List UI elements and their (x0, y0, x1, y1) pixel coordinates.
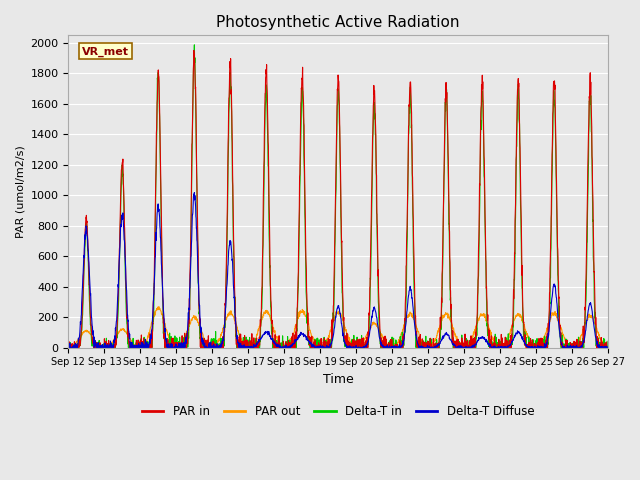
Line: PAR in: PAR in (68, 50, 608, 348)
PAR out (65, 345, 72, 350)
Y-axis label: PAR (umol/m2/s): PAR (umol/m2/s) (15, 145, 25, 238)
Delta-T Diffuse (354, 345, 362, 350)
Delta-T in (354, 345, 362, 350)
PAR out (495, 344, 503, 350)
Delta-T Diffuse (215, 343, 223, 348)
Delta-T in (191, 42, 198, 48)
Title: Photosynthetic Active Radiation: Photosynthetic Active Radiation (216, 15, 460, 30)
Text: VR_met: VR_met (82, 46, 129, 57)
Delta-T in (65, 345, 73, 350)
Delta-T Diffuse (557, 336, 564, 342)
Delta-T in (495, 337, 503, 343)
PAR out (354, 344, 362, 349)
Line: PAR out: PAR out (68, 307, 608, 348)
PAR in (604, 345, 612, 350)
PAR out (155, 304, 163, 310)
Delta-T in (557, 330, 564, 336)
Delta-T Diffuse (65, 345, 72, 350)
Delta-T Diffuse (365, 330, 373, 336)
PAR in (557, 330, 564, 336)
PAR in (495, 345, 503, 350)
PAR in (366, 285, 374, 290)
Delta-T Diffuse (495, 345, 503, 350)
Delta-T in (216, 345, 223, 350)
Line: Delta-T Diffuse: Delta-T Diffuse (68, 192, 608, 348)
PAR out (557, 324, 564, 329)
PAR in (65, 340, 72, 346)
Delta-T Diffuse (572, 344, 579, 349)
Legend: PAR in, PAR out, Delta-T in, Delta-T Diffuse: PAR in, PAR out, Delta-T in, Delta-T Dif… (138, 400, 539, 423)
PAR out (604, 344, 612, 350)
X-axis label: Time: Time (323, 373, 353, 386)
PAR in (66, 345, 74, 350)
Delta-T Diffuse (191, 190, 198, 195)
Delta-T in (366, 304, 374, 310)
PAR in (190, 48, 198, 53)
PAR out (365, 326, 373, 332)
PAR in (216, 345, 223, 350)
PAR in (572, 341, 580, 347)
Delta-T in (572, 345, 580, 350)
Line: Delta-T in: Delta-T in (68, 45, 608, 348)
PAR out (572, 343, 579, 349)
Delta-T Diffuse (604, 344, 612, 350)
Delta-T in (65, 343, 72, 349)
PAR in (354, 345, 362, 350)
PAR out (215, 336, 223, 341)
Delta-T in (604, 338, 612, 344)
